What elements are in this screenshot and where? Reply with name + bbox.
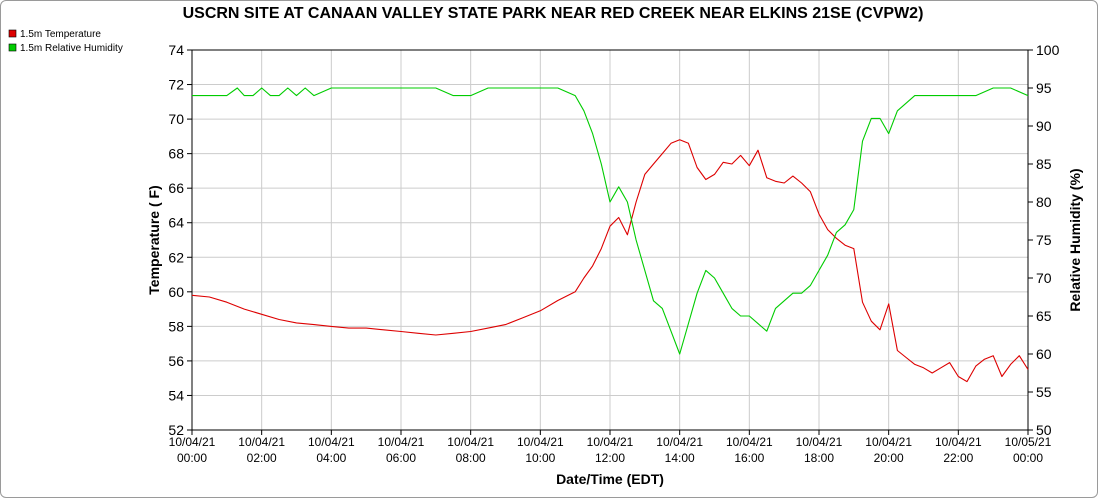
left-tick-label: 64 [168, 215, 184, 231]
legend-label-humidity: 1.5m Relative Humidity [20, 43, 123, 54]
left-tick-label: 54 [168, 387, 184, 403]
x-tick-date: 10/04/21 [308, 435, 355, 449]
series-group [191, 87, 1029, 383]
y-axis-label-right: Relative Humidity (%) [1067, 168, 1083, 311]
left-tick-label: 52 [168, 422, 184, 438]
chart-title: USCRN SITE AT CANAAN VALLEY STATE PARK N… [183, 5, 924, 22]
x-tick-date: 10/04/21 [517, 435, 564, 449]
right-tick-label: 90 [1036, 118, 1052, 134]
right-tick-label: 55 [1036, 384, 1052, 400]
x-tick-time: 06:00 [386, 451, 416, 465]
left-tick-label: 68 [168, 146, 184, 162]
right-tick-label: 95 [1036, 80, 1052, 96]
x-tick-date: 10/04/21 [447, 435, 494, 449]
x-tick-time: 00:00 [177, 451, 207, 465]
legend-swatch-humidity [8, 43, 17, 52]
legend-swatch-temperature [8, 29, 17, 38]
x-tick-time: 20:00 [874, 451, 904, 465]
right-tick-label: 75 [1036, 232, 1052, 248]
left-tick-label: 72 [168, 77, 184, 93]
legend: 1.5m Temperature 1.5m Relative Humidity [8, 29, 123, 54]
x-tick-time: 04:00 [316, 451, 346, 465]
x-tick-time: 16:00 [734, 451, 764, 465]
left-tick-label: 56 [168, 353, 184, 369]
x-tick-time: 02:00 [247, 451, 277, 465]
right-tick-label: 65 [1036, 308, 1052, 324]
grid [192, 50, 1028, 430]
right-tick-label: 80 [1036, 194, 1052, 210]
left-tick-label: 60 [168, 284, 184, 300]
x-tick-time: 22:00 [943, 451, 973, 465]
x-tick-time: 12:00 [595, 451, 625, 465]
left-axis: 52 54 56 58 60 62 64 66 68 70 72 74 [168, 42, 192, 438]
right-axis: 50 55 60 65 70 75 80 85 90 95 100 [1028, 42, 1060, 438]
left-tick-label: 66 [168, 180, 184, 196]
x-tick-date: 10/04/21 [796, 435, 843, 449]
x-axis-label: Date/Time (EDT) [556, 471, 664, 487]
x-tick-time: 08:00 [456, 451, 486, 465]
right-tick-label: 60 [1036, 346, 1052, 362]
legend-label-temperature: 1.5m Temperature [20, 29, 101, 40]
x-tick-time: 14:00 [665, 451, 695, 465]
x-tick-date: 10/05/21 [1005, 435, 1052, 449]
x-tick-date: 10/04/21 [238, 435, 285, 449]
left-tick-label: 58 [168, 318, 184, 334]
right-tick-label: 70 [1036, 270, 1052, 286]
x-tick-time: 00:00 [1013, 451, 1043, 465]
x-tick-date: 10/04/21 [726, 435, 773, 449]
x-tick-date: 10/04/21 [169, 435, 216, 449]
left-tick-label: 74 [168, 42, 184, 58]
right-tick-label: 50 [1036, 422, 1052, 438]
x-axis: 10/04/21 00:00 10/04/21 02:00 10/04/21 04:00 1… [169, 430, 1052, 465]
x-tick-date: 10/04/21 [656, 435, 703, 449]
right-tick-label: 100 [1036, 42, 1060, 58]
y-axis-label-left: Temperature ( F) [146, 185, 162, 294]
left-tick-label: 62 [168, 249, 184, 265]
x-tick-date: 10/04/21 [587, 435, 634, 449]
left-tick-label: 70 [168, 111, 184, 127]
x-tick-time: 18:00 [804, 451, 834, 465]
x-tick-date: 10/04/21 [378, 435, 425, 449]
x-tick-time: 10:00 [525, 451, 555, 465]
x-tick-date: 10/04/21 [935, 435, 982, 449]
temperature-series-line [191, 139, 1029, 383]
humidity-series-line [192, 87, 1029, 355]
x-tick-date: 10/04/21 [865, 435, 912, 449]
right-tick-label: 85 [1036, 156, 1052, 172]
